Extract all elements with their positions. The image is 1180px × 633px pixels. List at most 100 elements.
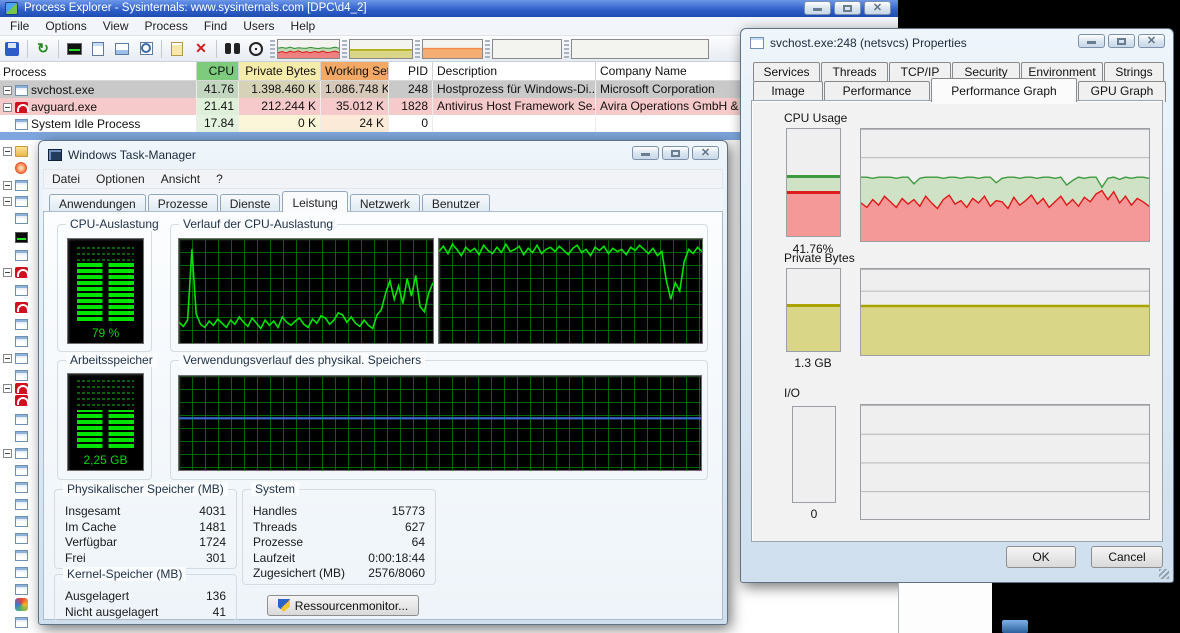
process-tree-item[interactable] [3,353,28,364]
collapse-icon[interactable] [3,384,12,393]
column-header-process[interactable]: Process [0,62,197,80]
column-header-cpu[interactable]: CPU [197,62,239,80]
collapse-icon[interactable] [3,197,12,206]
toolbar-grip[interactable] [415,39,420,58]
column-header-pid[interactable]: PID [389,62,433,80]
collapse-icon[interactable] [3,102,12,112]
system-information-button[interactable] [63,39,85,59]
process-tree-item[interactable] [3,196,28,207]
resize-grip[interactable] [1159,569,1169,579]
menu-find[interactable]: Find [203,19,228,33]
menu-process[interactable]: Process [144,19,188,33]
process-tree-item[interactable] [3,414,28,425]
menu-users[interactable]: Users [243,19,275,33]
process-tree-item[interactable] [3,533,28,544]
minimize-button[interactable] [1078,34,1105,48]
close-button[interactable]: ✕ [692,146,719,160]
table-row[interactable]: svchost.exe 41.76 1.398.460 K 1.086.748 … [0,81,898,98]
refresh-button[interactable]: ↻ [32,39,54,59]
collapse-icon[interactable] [3,85,12,95]
collapse-icon[interactable] [3,147,12,156]
ok-button[interactable]: OK [1006,546,1076,568]
process-tree-item[interactable] [3,250,28,261]
properties-button[interactable] [166,39,188,59]
tab-performance[interactable]: Performance [824,81,930,102]
process-tree-item[interactable] [3,465,28,476]
process-tree-item[interactable] [3,285,28,296]
show-lower-pane-button[interactable] [111,39,133,59]
find-handle-button[interactable] [221,39,243,59]
process-tree-item[interactable] [3,232,28,243]
tab-services[interactable]: Services [753,62,820,81]
save-button[interactable] [1,39,23,59]
menu-view[interactable]: View [102,19,129,33]
tab-strings[interactable]: Strings [1104,62,1164,81]
collapse-icon[interactable] [3,181,12,190]
tab-security[interactable]: Security [952,62,1020,81]
menu-ansicht[interactable]: Ansicht [160,172,201,186]
process-tree-item[interactable] [3,516,28,527]
column-header-description[interactable]: Description [433,62,596,80]
collapse-icon[interactable] [3,449,12,458]
menu-options[interactable]: Options [45,19,87,33]
process-tree-item[interactable] [3,213,28,224]
tab-dienste[interactable]: Dienste [219,194,281,212]
table-row[interactable]: avguard.exe 21.41 212.244 K 35.012 K 182… [0,98,898,115]
process-tree-item[interactable] [3,598,28,611]
tab-gpu-graph[interactable]: GPU Graph [1078,81,1166,102]
collapse-icon[interactable] [3,354,12,363]
toolbar-grip[interactable] [270,39,275,58]
column-header-company[interactable]: Company Name [600,64,687,78]
task-manager-titlebar[interactable]: Windows Task-Manager ✕ [39,141,727,168]
tab-benutzer[interactable]: Benutzer [421,194,490,212]
process-tree-item[interactable] [3,395,29,406]
menu-file[interactable]: File [10,19,30,33]
close-button[interactable]: ✕ [864,1,891,15]
toolbar-grip[interactable] [342,39,347,58]
cpu-toolbar-graph[interactable] [277,38,340,59]
physical-memory-toolbar-graph[interactable] [422,38,483,59]
private-bytes-toolbar-graph[interactable] [349,38,413,59]
process-tree-item[interactable] [3,482,28,493]
process-tree-item[interactable] [3,584,28,595]
table-row-partially-hidden[interactable] [0,132,898,140]
process-explorer-titlebar[interactable]: Process Explorer - Sysinternals: www.sys… [0,0,898,17]
process-tree-item[interactable] [3,550,28,561]
menu-hilfe[interactable]: ? [216,172,223,186]
toolbar-grip[interactable] [485,39,490,58]
process-tree-item[interactable] [3,336,28,347]
process-tree-item[interactable] [3,162,27,174]
process-tree-item[interactable] [3,319,28,330]
kill-process-button[interactable]: ✕ [190,39,212,59]
column-header-private-bytes[interactable]: Private Bytes [239,62,321,80]
view-dlls-button[interactable] [135,39,157,59]
resource-monitor-button[interactable]: Ressourcenmonitor... [267,595,419,616]
table-row[interactable]: System Idle Process 17.84 0 K 24 K 0 [0,115,898,132]
toolbar-grip[interactable] [564,39,569,58]
maximize-button[interactable] [834,1,861,15]
collapse-icon[interactable] [3,268,12,277]
process-tree-item[interactable] [3,431,28,442]
minimize-button[interactable] [632,146,659,160]
process-tree-item[interactable] [3,370,28,381]
menu-datei[interactable]: Datei [52,172,81,186]
process-tree-item[interactable] [3,267,29,278]
minimize-button[interactable] [804,1,831,15]
tab-anwendungen[interactable]: Anwendungen [49,194,146,212]
maximize-button[interactable] [662,146,689,160]
tab-netzwerk[interactable]: Netzwerk [349,194,420,212]
cancel-button[interactable]: Cancel [1091,546,1163,568]
show-process-tree-button[interactable] [87,39,109,59]
process-tree-item[interactable] [3,617,28,628]
process-tree-item[interactable] [3,499,28,510]
menu-optionen[interactable]: Optionen [96,172,145,186]
close-button[interactable]: ✕ [1138,34,1165,48]
tab-tcpip[interactable]: TCP/IP [889,62,951,81]
tab-leistung[interactable]: Leistung [282,191,348,212]
find-window-process-button[interactable] [245,39,267,59]
process-tree-item[interactable] [3,383,29,394]
tab-environment[interactable]: Environment [1021,62,1103,81]
tab-threads[interactable]: Threads [821,62,888,81]
io-toolbar-graph[interactable] [492,38,562,59]
tab-performance-graph[interactable]: Performance Graph [931,78,1077,102]
